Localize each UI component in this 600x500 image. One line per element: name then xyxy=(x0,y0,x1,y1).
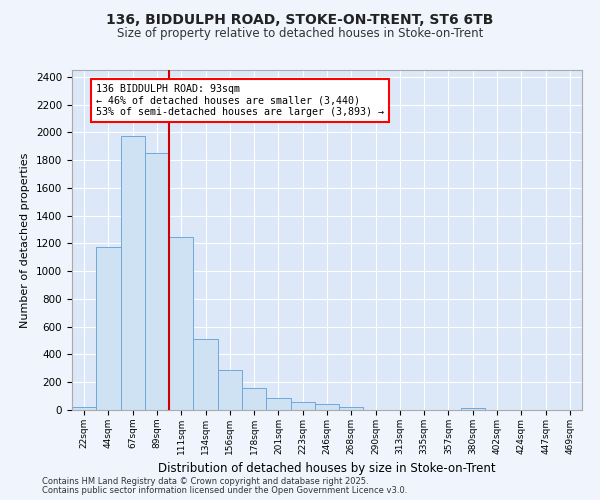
Bar xyxy=(169,236,193,410)
Bar xyxy=(96,247,121,410)
Bar xyxy=(145,154,169,410)
Bar xyxy=(290,402,315,410)
Bar xyxy=(266,398,290,410)
Bar xyxy=(315,404,339,410)
Bar xyxy=(339,407,364,410)
Text: Size of property relative to detached houses in Stoke-on-Trent: Size of property relative to detached ho… xyxy=(117,28,483,40)
Bar xyxy=(121,136,145,410)
Bar xyxy=(218,370,242,410)
Bar xyxy=(193,339,218,410)
X-axis label: Distribution of detached houses by size in Stoke-on-Trent: Distribution of detached houses by size … xyxy=(158,462,496,475)
Text: 136 BIDDULPH ROAD: 93sqm
← 46% of detached houses are smaller (3,440)
53% of sem: 136 BIDDULPH ROAD: 93sqm ← 46% of detach… xyxy=(96,84,384,117)
Bar xyxy=(242,388,266,410)
Bar xyxy=(461,408,485,410)
Text: Contains HM Land Registry data © Crown copyright and database right 2025.: Contains HM Land Registry data © Crown c… xyxy=(42,478,368,486)
Text: Contains public sector information licensed under the Open Government Licence v3: Contains public sector information licen… xyxy=(42,486,407,495)
Bar xyxy=(72,406,96,410)
Text: 136, BIDDULPH ROAD, STOKE-ON-TRENT, ST6 6TB: 136, BIDDULPH ROAD, STOKE-ON-TRENT, ST6 … xyxy=(106,12,494,26)
Y-axis label: Number of detached properties: Number of detached properties xyxy=(20,152,31,328)
